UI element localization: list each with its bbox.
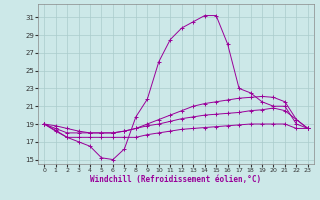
X-axis label: Windchill (Refroidissement éolien,°C): Windchill (Refroidissement éolien,°C) xyxy=(91,175,261,184)
